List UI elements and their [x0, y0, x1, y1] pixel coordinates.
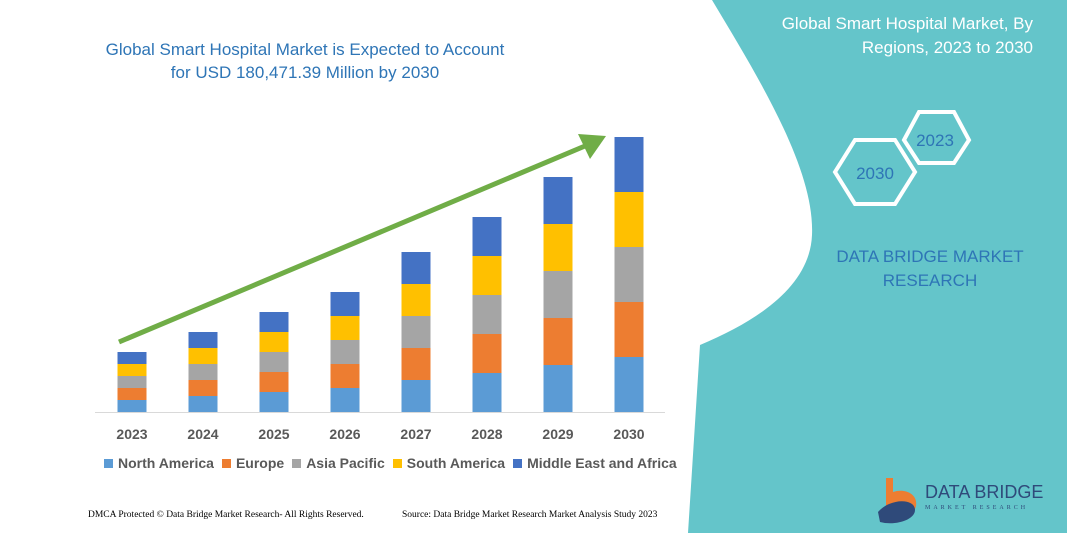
bar-segment-middle-east-and-africa-2029	[543, 177, 573, 224]
bar-segment-middle-east-and-africa-2024	[188, 332, 218, 348]
footer-source: Source: Data Bridge Market Research Mark…	[402, 510, 658, 520]
legend-swatch	[513, 458, 523, 468]
x-tick-label: 2029	[542, 426, 573, 442]
bar-segment-asia-pacific-2023	[117, 376, 147, 388]
bar-segment-middle-east-and-africa-2030	[614, 137, 644, 192]
x-tick-label: 2024	[187, 426, 218, 442]
legend-swatch	[104, 458, 113, 468]
side-panel-shape	[688, 0, 1067, 533]
x-tick-label: 2023	[116, 426, 147, 442]
hex-2023-label: 2023	[916, 131, 954, 150]
bar-segment-north-america-2025	[259, 392, 289, 412]
bar-segment-south-america-2030	[614, 192, 644, 247]
bar-segment-europe-2025	[259, 372, 289, 392]
chart-area: 2023 2024 2025 2026 2027 2028 2029 2030	[95, 134, 665, 442]
legend: North America Europe Asia Pacific South …	[104, 455, 677, 471]
x-tick-label: 2027	[400, 426, 431, 442]
bar-segment-europe-2024	[188, 380, 218, 396]
hex-2030-label: 2030	[856, 164, 894, 183]
legend-item: Europe	[221, 455, 285, 471]
x-tick-label: 2026	[329, 426, 360, 442]
bar-segment-south-america-2029	[543, 224, 573, 271]
bar-segment-europe-2028	[472, 334, 502, 373]
hexagon-2030	[832, 138, 918, 206]
legend-swatch	[221, 458, 231, 468]
legend-item: Asia Pacific	[292, 455, 385, 471]
bar-segment-middle-east-and-africa-2028	[472, 217, 502, 256]
footer-copyright: DMCA Protected © Data Bridge Market Rese…	[88, 510, 364, 520]
bar-segment-europe-2030	[614, 302, 644, 357]
bar-segment-asia-pacific-2028	[472, 295, 502, 334]
hexagon-2023	[901, 110, 972, 165]
legend-label: Asia Pacific	[306, 455, 385, 471]
bar-segment-asia-pacific-2027	[401, 316, 431, 348]
x-tick-label: 2030	[613, 426, 644, 442]
trend-arrow-head-icon	[578, 134, 606, 159]
bar-segment-north-america-2028	[472, 373, 502, 412]
bar-segment-south-america-2027	[401, 284, 431, 316]
bar-segment-middle-east-and-africa-2023	[117, 352, 147, 364]
legend-item: South America	[392, 455, 506, 471]
bar-segment-north-america-2030	[614, 357, 644, 412]
bar-segment-south-america-2023	[117, 364, 147, 376]
logo-name: DATA BRIDGE	[925, 482, 1044, 502]
legend-swatch	[392, 458, 402, 468]
bar-segment-south-america-2024	[188, 348, 218, 364]
trend-arrow-line	[118, 143, 586, 345]
legend-item: North America	[104, 455, 214, 471]
bar-segment-asia-pacific-2024	[188, 364, 218, 380]
bar-segment-south-america-2025	[259, 332, 289, 352]
bar-segment-europe-2027	[401, 348, 431, 380]
bar-segment-north-america-2024	[188, 396, 218, 412]
bar-segment-south-america-2028	[472, 256, 502, 295]
bar-segment-europe-2026	[330, 364, 360, 388]
bar-segment-middle-east-and-africa-2025	[259, 312, 289, 332]
bar-segment-asia-pacific-2029	[543, 271, 573, 318]
bar-segment-south-america-2026	[330, 316, 360, 340]
bar-segment-north-america-2029	[543, 365, 573, 412]
legend-item: Middle East and Africa	[513, 455, 677, 471]
logo-icon	[878, 478, 917, 524]
side-panel-title: Global Smart Hospital Market, By Regions…	[781, 14, 1033, 57]
chart-title: Global Smart Hospital Market is Expected…	[105, 40, 505, 82]
bar-segment-europe-2023	[117, 388, 147, 400]
legend-label: Middle East and Africa	[527, 455, 677, 471]
legend-label: South America	[406, 455, 506, 471]
bar-segment-north-america-2027	[401, 380, 431, 412]
logo-subtitle: MARKET RESEARCH	[925, 505, 1029, 511]
x-tick-label: 2028	[471, 426, 502, 442]
bar-segment-middle-east-and-africa-2026	[330, 292, 360, 316]
bar-segment-europe-2029	[543, 318, 573, 365]
bar-segment-asia-pacific-2025	[259, 352, 289, 372]
bar-segment-asia-pacific-2030	[614, 247, 644, 302]
legend-label: North America	[118, 455, 214, 471]
x-tick-label: 2025	[258, 426, 289, 442]
bar-segment-middle-east-and-africa-2027	[401, 252, 431, 284]
bar-segment-asia-pacific-2026	[330, 340, 360, 364]
legend-label: Europe	[235, 455, 285, 471]
bar-segment-north-america-2023	[117, 400, 147, 412]
brand-text: DATA BRIDGE MARKET RESEARCH	[836, 247, 1024, 290]
bar-segment-north-america-2026	[330, 388, 360, 412]
legend-swatch	[292, 458, 302, 468]
